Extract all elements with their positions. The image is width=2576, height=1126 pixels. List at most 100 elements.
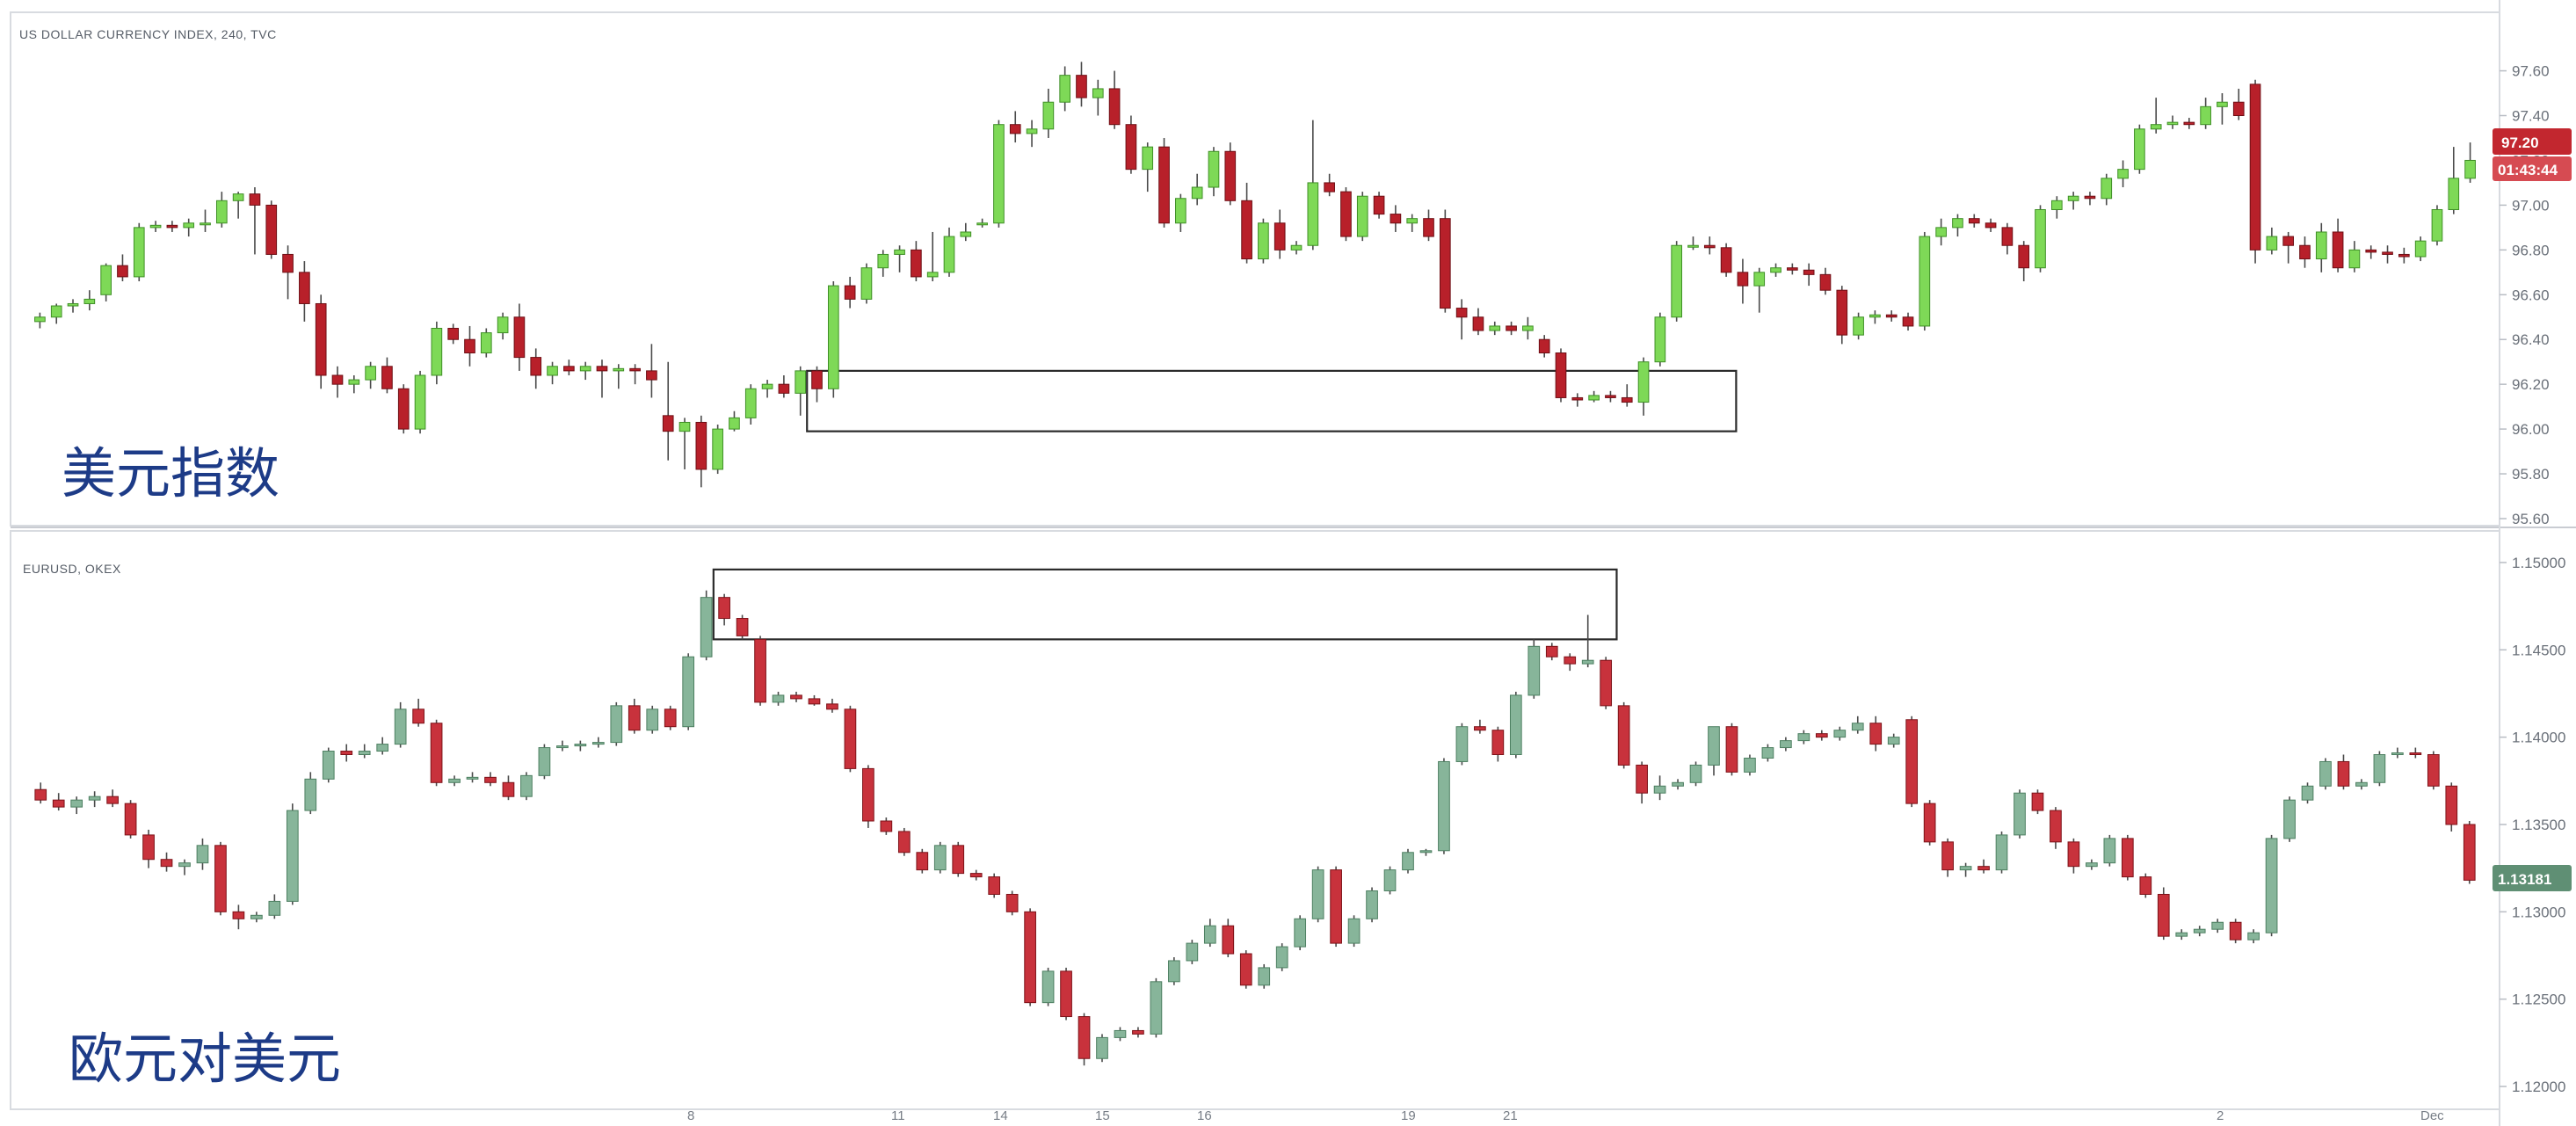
top-candle-body [2200,105,2211,126]
bottom-candle-body [1078,1016,1091,1059]
top-candle [1290,241,1303,255]
bottom-candle-body [933,845,947,871]
top-candle [1241,182,1252,264]
bottom-price-tick-label: 1.15000 [2512,555,2565,571]
top-candle [2398,247,2410,264]
top-candle [744,384,757,425]
bottom-candle-body [2121,838,2134,878]
bottom-candle-body [124,803,137,836]
top-candle-body [1687,244,1699,248]
bottom-candle [1347,915,1361,948]
bottom-candle-body [1600,659,1613,707]
top-candle [579,361,591,381]
top-candle [83,290,96,311]
bottom-candle-body [1474,726,1486,731]
top-countdown-text: 01:43:44 [2498,162,2558,178]
top-candle [1720,243,1732,277]
bottom-candle [2301,782,2314,804]
top-candle [678,418,691,469]
top-candle [530,348,542,389]
top-candle [100,263,112,301]
bottom-candle-body [2157,893,2170,937]
bottom-candle-body [88,795,101,801]
top-candle-body [993,124,1005,224]
bottom-candle-body [646,708,659,731]
bottom-candle-body [591,742,605,745]
bottom-candle-body [1725,726,1738,773]
top-candle [365,361,376,389]
bottom-candle-body [2067,841,2080,868]
bottom-candle [1114,1027,1127,1042]
top-pane-frame [10,11,2500,527]
top-candle-body [1026,128,1038,134]
top-candle-body [200,222,211,226]
top-candle [497,312,509,340]
top-candle-body [83,298,96,304]
top-candle-body [299,272,310,304]
top-candle-body [2001,227,2014,246]
top-candle [2431,205,2443,246]
top-candle [2365,245,2377,259]
top-candle-body [1340,191,1352,237]
bottom-candle [1294,915,1307,951]
bottom-candle [106,789,119,808]
top-candle [1935,218,1947,246]
top-candle [1356,192,1368,242]
top-candle-body [2101,178,2113,200]
top-candle-body [1142,146,1154,171]
bottom-candle-body [1438,760,1450,852]
bottom-candle-body [2247,932,2260,941]
top-price-tick-label: 96.20 [2512,376,2550,393]
bottom-candle-body [1941,841,1954,871]
bottom-price-tick-label: 1.13000 [2512,904,2565,920]
top-candle-body [579,366,591,372]
bottom-candle [1564,653,1577,672]
top-annotation-box [806,369,1738,432]
bottom-candle [1780,737,1792,752]
top-candle-body [1787,267,1798,271]
bottom-candle-body [2211,921,2224,930]
bottom-candle [826,698,838,713]
bottom-candle-body [1041,970,1055,1004]
bottom-candle-body [34,788,47,801]
top-price-tick-label: 96.40 [2512,331,2550,348]
bottom-price-tick-label: 1.14500 [2512,642,2565,658]
bottom-candle-body [1419,850,1433,854]
bottom-candle [1186,940,1199,964]
top-candle-body [1224,150,1237,201]
bottom-candle-body [844,708,857,769]
top-candle-body [265,204,278,255]
bottom-candle [1383,866,1397,895]
top-candle [1208,147,1220,197]
top-candle [629,364,641,385]
top-candle-body [695,421,707,470]
top-candle-body [2084,195,2096,200]
top-candle-body [1439,218,1451,309]
top-candle [1390,205,1402,232]
top-candle-body [2150,124,2162,130]
bottom-candle [394,701,407,748]
bottom-candle [304,772,317,815]
top-candle-body [1819,273,1832,291]
top-candle-body [133,227,145,278]
top-candle-body [629,367,641,372]
bottom-candle-body [2139,876,2152,895]
top-candle-body [1703,244,1716,249]
top-candle-body [497,316,509,334]
bottom-candle [1887,733,1900,748]
top-candle [1588,390,1600,403]
bottom-candle [610,701,623,746]
top-candle [2249,79,2261,264]
top-candle-body [2018,244,2030,269]
bottom-candle-body [2229,921,2242,941]
top-candle-body [1720,247,1732,273]
bottom-candle-body [304,778,317,811]
top-price-tick-label: 96.60 [2512,287,2550,303]
bottom-candle [1744,754,1756,776]
top-candle-body [2431,208,2443,242]
bottom-candle [772,691,785,706]
top-candle-body [1836,289,1848,336]
bottom-candle-body [196,845,209,864]
bottom-candle-body [1761,747,1774,759]
top-candle-body [827,285,839,389]
